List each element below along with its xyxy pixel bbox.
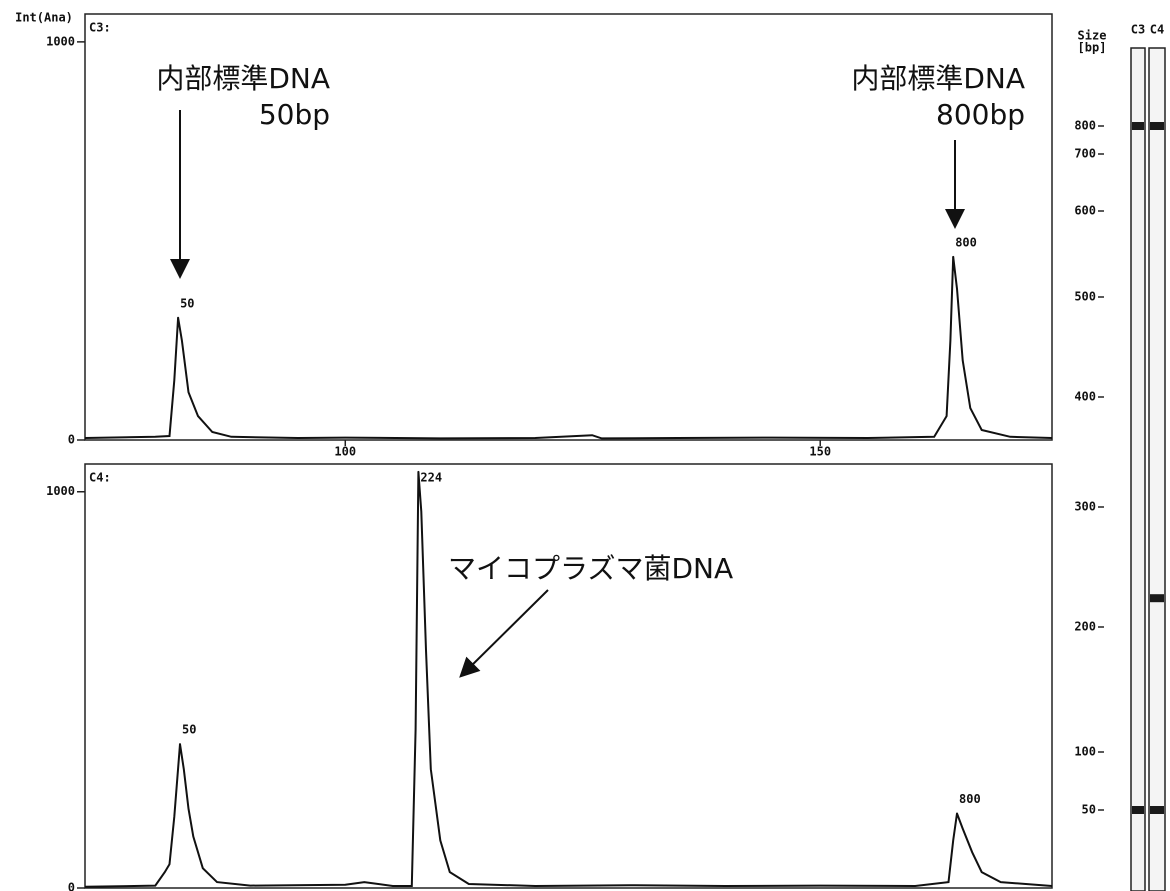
y-tick-label: 400 [1074, 390, 1096, 404]
panel-title: C3: [89, 21, 111, 35]
panel-title: C4: [89, 471, 111, 485]
y-tick-label: 1000 [46, 34, 75, 48]
peak-label: 800 [959, 792, 981, 806]
peak-marker [179, 743, 181, 745]
y-tick-label: 700 [1074, 147, 1096, 161]
lane-label: C4 [1150, 23, 1164, 37]
y-tick-label: 600 [1074, 204, 1096, 218]
band [1150, 122, 1164, 130]
peak-label: 50 [182, 723, 196, 737]
trace [85, 257, 1052, 439]
y-tick-label: 50 [1082, 803, 1096, 817]
peak-marker [177, 317, 179, 319]
screen: C3:Int(Ana)0100010015050800内部標準DNA50bp内部… [0, 0, 1170, 891]
y-tick-label: 200 [1074, 620, 1096, 634]
y-tick-label: 300 [1074, 500, 1096, 514]
band [1132, 806, 1144, 814]
lane-label: C3 [1131, 23, 1145, 37]
plot-frame [85, 464, 1052, 888]
y-tick-label: 800 [1074, 119, 1096, 133]
peak-marker [956, 813, 958, 815]
peak-marker [952, 256, 954, 258]
arrow [462, 590, 548, 675]
peak-marker [417, 471, 419, 473]
band [1150, 594, 1164, 602]
band [1150, 806, 1164, 814]
peak-label: 50 [180, 296, 194, 310]
y-tick-label: 0 [68, 433, 75, 447]
peak-label: 224 [420, 471, 442, 485]
y-tick-label: 100 [1074, 745, 1096, 759]
lane [1131, 48, 1145, 891]
x-tick-label: 150 [809, 445, 831, 459]
y-axis-label: [bp] [1078, 41, 1107, 55]
annotation: 800bp [936, 98, 1025, 131]
y-tick-label: 0 [68, 881, 75, 891]
annotation: 内部標準DNA [156, 62, 330, 95]
band [1132, 122, 1144, 130]
trace [85, 472, 1052, 887]
x-tick-label: 100 [334, 445, 356, 459]
y-tick-label: 500 [1074, 290, 1096, 304]
annotation: 内部標準DNA [851, 62, 1025, 95]
y-tick-label: 1000 [46, 484, 75, 498]
peak-label: 800 [955, 235, 977, 249]
annotation: マイコプラズマ菌DNA [448, 552, 733, 585]
annotation: 50bp [259, 98, 330, 131]
y-axis-label: Int(Ana) [15, 11, 73, 25]
lane [1149, 48, 1165, 891]
